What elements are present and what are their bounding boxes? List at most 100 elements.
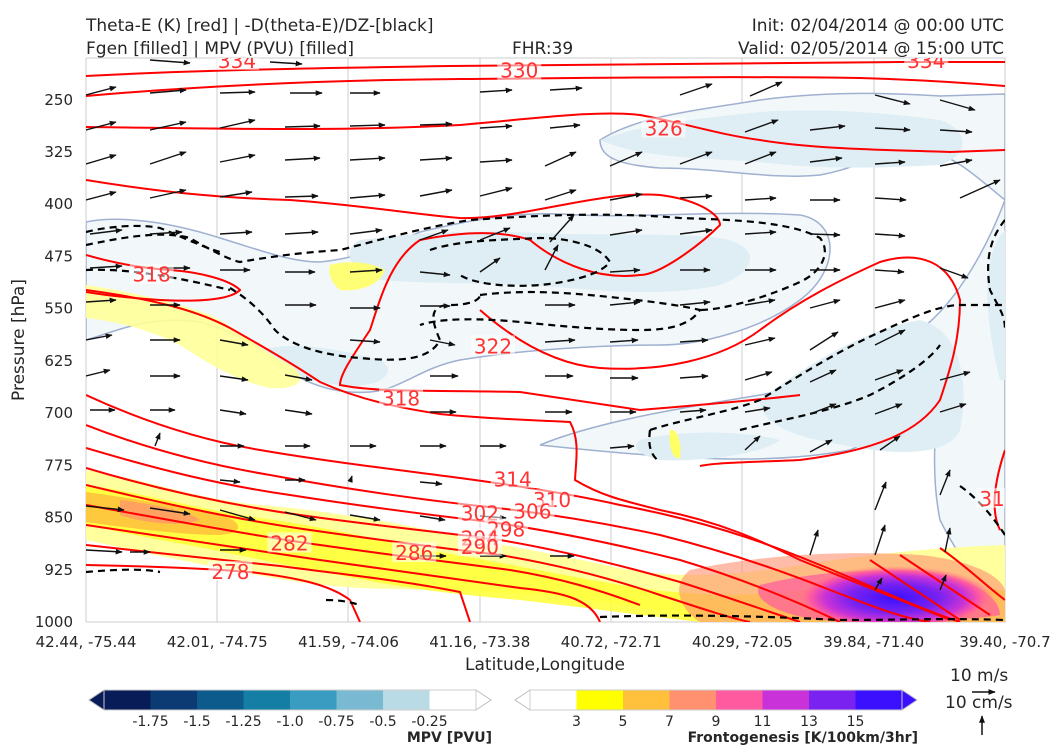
theta-e-contour-label: 318	[382, 387, 420, 411]
title-line-1: Theta-E (K) [red] | -D(theta-E)/DZ-[blac…	[85, 16, 434, 36]
theta-e-contour-label: 316	[979, 487, 1017, 511]
fgen-colorbar-tick-label: 7	[665, 714, 674, 730]
theta-e-contour-label: 334	[907, 49, 945, 73]
mpv-colorbar-swatch	[150, 690, 198, 710]
init-time: Init: 02/04/2014 @ 00:00 UTC	[752, 16, 1004, 36]
fgen-colorbar-swatch	[669, 690, 717, 710]
fgen-colorbar-swatch	[855, 690, 903, 710]
fgen-colorbar-tick-label: 15	[847, 714, 865, 730]
x-axis-ticks: 42.44, -75.44 42.01, -74.75 41.59, -74.06 4…	[36, 633, 1050, 651]
mpv-colorbar-swatch	[290, 690, 337, 710]
theta-e-contour-label: 286	[395, 541, 433, 565]
contour-label-background	[392, 542, 437, 563]
x-tick-label: 41.16, -73.38	[429, 633, 530, 651]
mpv-colorbar-frame	[103, 689, 477, 711]
fgen-colorbar-swatch	[530, 690, 577, 710]
mpv-colorbar-tick-label: -0.75	[318, 714, 354, 730]
mpv-colorbar-swatch	[429, 690, 477, 710]
contour-label-background	[379, 387, 424, 408]
fgen-colorbar-tick-label: 9	[712, 714, 721, 730]
theta-e-contour-label: 314	[494, 467, 532, 491]
y-tick-label: 700	[44, 404, 73, 422]
fgen-colorbar-swatch	[809, 690, 856, 710]
y-tick-label: 925	[44, 561, 73, 579]
theta-e-contour-label: 326	[645, 116, 683, 140]
theta-e-contour-label: 282	[270, 531, 308, 555]
contour-label-background	[208, 560, 253, 581]
x-axis-label: Latitude,Longitude	[465, 655, 625, 675]
mpv-colorbar-tick-label: -0.5	[369, 714, 396, 730]
x-tick-label: 40.29, -72.05	[692, 633, 793, 651]
wind-key-vertical-label: 10 cm/s	[945, 693, 1013, 713]
y-tick-label: 625	[44, 352, 73, 370]
valid-time: Valid: 02/05/2014 @ 15:00 UTC	[738, 39, 1004, 59]
fgen-colorbar-swatch	[623, 690, 670, 710]
contour-label-background	[510, 500, 555, 521]
mpv-colorbar-swatch	[104, 690, 151, 710]
frontogenesis-colorbar-title: Frontogenesis [K/100km/3hr]	[688, 730, 918, 746]
mpv-colorbar-right-arrow	[475, 689, 492, 711]
fgen-colorbar-tick-label: 11	[754, 714, 772, 730]
y-tick-label: 1000	[35, 613, 73, 631]
mpv-colorbar-tick-label: -1.25	[225, 714, 261, 730]
mpv-filled-contours	[86, 92, 1005, 622]
fgen-colorbar-right-arrow	[901, 689, 918, 711]
contour-label-background	[497, 59, 542, 80]
mpv-colorbar-tick-label: -1.0	[276, 714, 303, 730]
mpv-colorbar-title: MPV [PVU]	[407, 730, 492, 746]
contour-label-background	[457, 535, 502, 556]
theta-e-contour-label: 330	[500, 59, 538, 83]
x-tick-label: 39.40, -70.7	[959, 633, 1050, 651]
x-tick-label: 40.72, -72.71	[561, 633, 662, 651]
y-tick-label: 475	[44, 247, 73, 265]
wind-key-horizontal-label: 10 m/s	[950, 666, 1008, 686]
theta-e-contour-label: 290	[461, 535, 499, 559]
mpv-colorbar-swatch	[243, 690, 291, 710]
y-tick-label: 250	[44, 91, 73, 109]
contour-label-background	[470, 335, 515, 356]
mpv-colorbar-swatch	[197, 690, 244, 710]
contour-label-background	[904, 58, 949, 70]
dtheta-e-dz-contours	[86, 213, 1005, 622]
theta-e-contour-label: 334	[218, 49, 256, 73]
wind-reference-key: 10 m/s 10 cm/s	[945, 666, 1013, 735]
fgen-colorbar-swatch	[716, 690, 763, 710]
x-tick-label: 42.44, -75.44	[36, 633, 137, 651]
contour-label-background	[457, 502, 502, 523]
fgen-colorbar-tick-label: 13	[800, 714, 818, 730]
x-tick-label: 39.84, -71.40	[823, 633, 924, 651]
y-tick-label: 850	[44, 509, 73, 527]
mpv-colorbar-tick-label: -0.25	[411, 714, 447, 730]
contour-label-background	[641, 117, 686, 138]
fgen-colorbar-tick-label: 5	[619, 714, 628, 730]
theta-e-contour-label: 322	[474, 334, 512, 358]
fgen-colorbar-left-arrow	[514, 689, 531, 711]
contour-label-background	[267, 532, 312, 553]
theta-e-contour-label: 278	[211, 560, 249, 584]
theta-e-contour-labels: 3343303343263183223183143103063022982942…	[129, 49, 1017, 584]
contour-label-background	[214, 58, 259, 70]
fgen-colorbar-frame	[529, 689, 903, 711]
contour-label-background	[976, 487, 1005, 508]
mpv-colorbar-tick-label: -1.75	[132, 714, 168, 730]
y-tick-label: 775	[44, 456, 73, 474]
frontogenesis-colorbar: 3 5 7 9 11 13 15 Frontogenesis [K/100km/3hr]	[514, 689, 918, 746]
contour-label-background	[129, 263, 174, 284]
fgen-colorbar-tick-label: 3	[572, 714, 581, 730]
theta-e-contour-label: 318	[133, 263, 171, 287]
mpv-colorbar-swatch	[383, 690, 430, 710]
fgen-colorbar-swatch	[576, 690, 624, 710]
mpv-colorbar-left-arrow	[88, 689, 105, 711]
x-tick-label: 42.01, -74.75	[167, 633, 268, 651]
y-tick-label: 400	[44, 195, 73, 213]
y-tick-label: 550	[44, 300, 73, 318]
forecast-hour: FHR:39	[512, 39, 573, 59]
mpv-colorbar: -1.75 -1.5 -1.25 -1.0 -0.75 -0.5 -0.25 MPV [PV…	[88, 689, 492, 746]
y-tick-label: 325	[44, 143, 73, 161]
mpv-colorbar-swatch	[336, 690, 384, 710]
title-line-2: Fgen [filled] | MPV (PVU) [filled]	[86, 39, 354, 59]
mpv-colorbar-tick-label: -1.5	[183, 714, 210, 730]
contour-label-background	[490, 468, 535, 489]
y-axis-ticks: 250 325 400 475 550 625 700 775 850 925 1000	[35, 91, 73, 631]
